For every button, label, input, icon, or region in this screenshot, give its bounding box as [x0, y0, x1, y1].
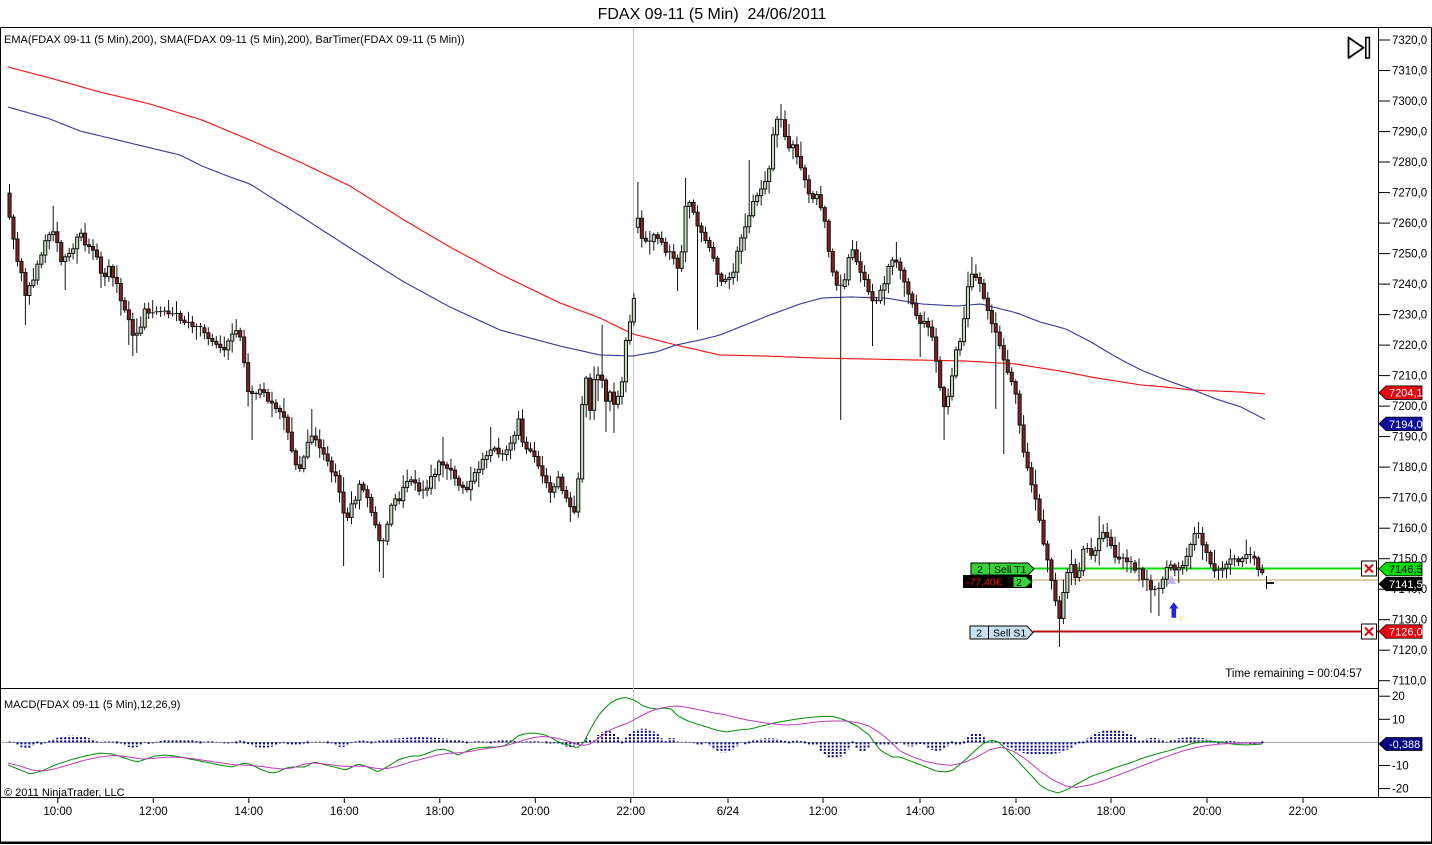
- svg-text:7230,0: 7230,0: [1392, 310, 1427, 322]
- svg-text:7146,5: 7146,5: [1389, 564, 1423, 576]
- svg-text:7320,0: 7320,0: [1392, 35, 1427, 47]
- svg-text:Sell S1: Sell S1: [993, 628, 1026, 640]
- svg-text:7200,0: 7200,0: [1392, 401, 1427, 413]
- svg-text:18:00: 18:00: [425, 806, 454, 818]
- svg-text:-0,388: -0,388: [1389, 739, 1420, 751]
- svg-text:7180,0: 7180,0: [1392, 462, 1427, 474]
- svg-text:14:00: 14:00: [906, 806, 935, 818]
- svg-text:Sell T1: Sell T1: [994, 564, 1027, 576]
- svg-text:7250,0: 7250,0: [1392, 249, 1427, 261]
- svg-text:7126,0: 7126,0: [1389, 627, 1423, 639]
- svg-text:7220,0: 7220,0: [1392, 340, 1427, 352]
- svg-text:7260,0: 7260,0: [1392, 218, 1427, 230]
- svg-text:7130,0: 7130,0: [1392, 615, 1427, 627]
- svg-text:7190,0: 7190,0: [1392, 432, 1427, 444]
- svg-text:7310,0: 7310,0: [1392, 66, 1427, 78]
- svg-text:-10: -10: [1392, 761, 1409, 773]
- svg-text:22:00: 22:00: [616, 806, 645, 818]
- svg-text:7210,0: 7210,0: [1392, 371, 1427, 383]
- svg-text:2: 2: [1016, 577, 1022, 589]
- svg-text:16:00: 16:00: [1002, 806, 1031, 818]
- svg-text:7300,0: 7300,0: [1392, 96, 1427, 108]
- svg-text:10: 10: [1392, 714, 1405, 726]
- svg-text:7160,0: 7160,0: [1392, 523, 1427, 535]
- svg-text:7194,0: 7194,0: [1389, 419, 1423, 431]
- svg-text:MACD(FDAX 09-11 (5 Min),12,26,: MACD(FDAX 09-11 (5 Min),12,26,9): [4, 699, 180, 711]
- svg-text:6/24: 6/24: [717, 806, 740, 818]
- svg-text:© 2011 NinjaTrader, LLC: © 2011 NinjaTrader, LLC: [4, 787, 125, 799]
- svg-text:7270,0: 7270,0: [1392, 188, 1427, 200]
- svg-text:7141,5: 7141,5: [1389, 579, 1423, 591]
- svg-text:12:00: 12:00: [809, 806, 838, 818]
- svg-text:20: 20: [1392, 691, 1405, 703]
- svg-text:7280,0: 7280,0: [1392, 157, 1427, 169]
- svg-text:-77,40€: -77,40€: [966, 577, 1002, 589]
- svg-text:FDAX 09-11 (5 Min) 24/06/2011: FDAX 09-11 (5 Min) 24/06/2011: [598, 6, 827, 23]
- svg-text:7170,0: 7170,0: [1392, 493, 1427, 505]
- svg-text:20:00: 20:00: [1193, 806, 1222, 818]
- svg-text:2: 2: [976, 628, 982, 640]
- svg-text:-20: -20: [1392, 784, 1409, 796]
- svg-text:18:00: 18:00: [1097, 806, 1126, 818]
- svg-text:7290,0: 7290,0: [1392, 127, 1427, 139]
- svg-text:2: 2: [977, 564, 983, 576]
- svg-text:14:00: 14:00: [234, 806, 263, 818]
- svg-text:EMA(FDAX 09-11 (5 Min),200), S: EMA(FDAX 09-11 (5 Min),200), SMA(FDAX 09…: [4, 34, 465, 46]
- svg-text:12:00: 12:00: [139, 806, 168, 818]
- svg-text:7240,0: 7240,0: [1392, 279, 1427, 291]
- svg-text:20:00: 20:00: [521, 806, 550, 818]
- svg-text:Time remaining = 00:04:57: Time remaining = 00:04:57: [1225, 668, 1362, 680]
- svg-text:7110,0: 7110,0: [1392, 676, 1426, 688]
- svg-text:7120,0: 7120,0: [1392, 645, 1427, 657]
- svg-text:10:00: 10:00: [43, 806, 72, 818]
- svg-text:7204,1: 7204,1: [1389, 388, 1423, 400]
- svg-text:16:00: 16:00: [330, 806, 359, 818]
- svg-text:22:00: 22:00: [1289, 806, 1318, 818]
